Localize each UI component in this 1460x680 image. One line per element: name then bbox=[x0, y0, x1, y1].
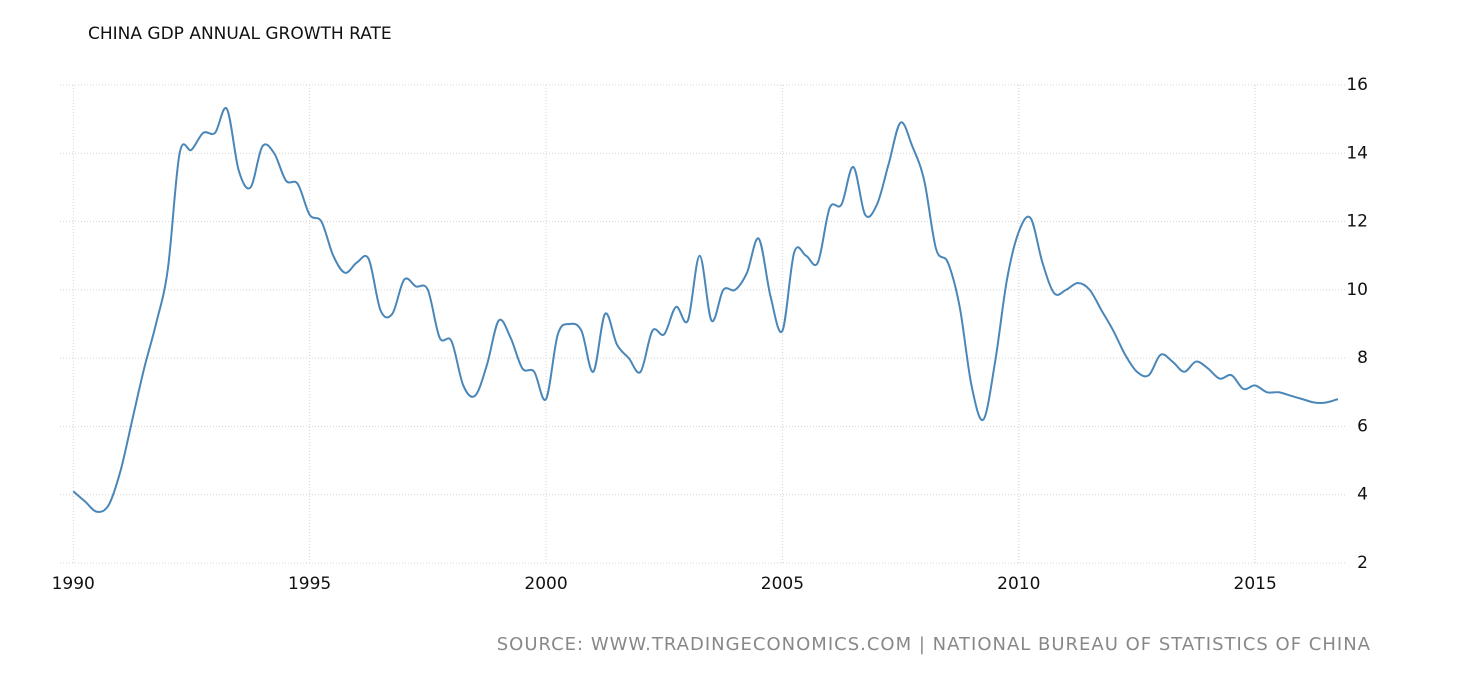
x-tick-label: 1995 bbox=[288, 574, 331, 594]
y-tick-label: 4 bbox=[1357, 485, 1368, 505]
y-tick-label: 12 bbox=[1346, 212, 1368, 232]
x-tick-label: 1990 bbox=[52, 574, 95, 594]
x-tick-label: 2000 bbox=[524, 574, 567, 594]
y-tick-label: 14 bbox=[1346, 143, 1368, 163]
source-note: SOURCE: WWW.TRADINGECONOMICS.COM | NATIO… bbox=[497, 634, 1371, 655]
x-tick-label: 2005 bbox=[761, 574, 804, 594]
data-line bbox=[72, 106, 1339, 513]
y-tick-label: 6 bbox=[1357, 416, 1368, 436]
y-tick-label: 8 bbox=[1357, 348, 1368, 368]
x-tick-label: 2015 bbox=[1234, 574, 1277, 594]
chart-title: CHINA GDP ANNUAL GROWTH RATE bbox=[88, 24, 392, 44]
y-tick-label: 2 bbox=[1357, 553, 1368, 573]
x-tick-label: 2010 bbox=[997, 574, 1040, 594]
y-tick-label: 10 bbox=[1346, 280, 1368, 300]
y-tick-label: 16 bbox=[1346, 75, 1368, 95]
